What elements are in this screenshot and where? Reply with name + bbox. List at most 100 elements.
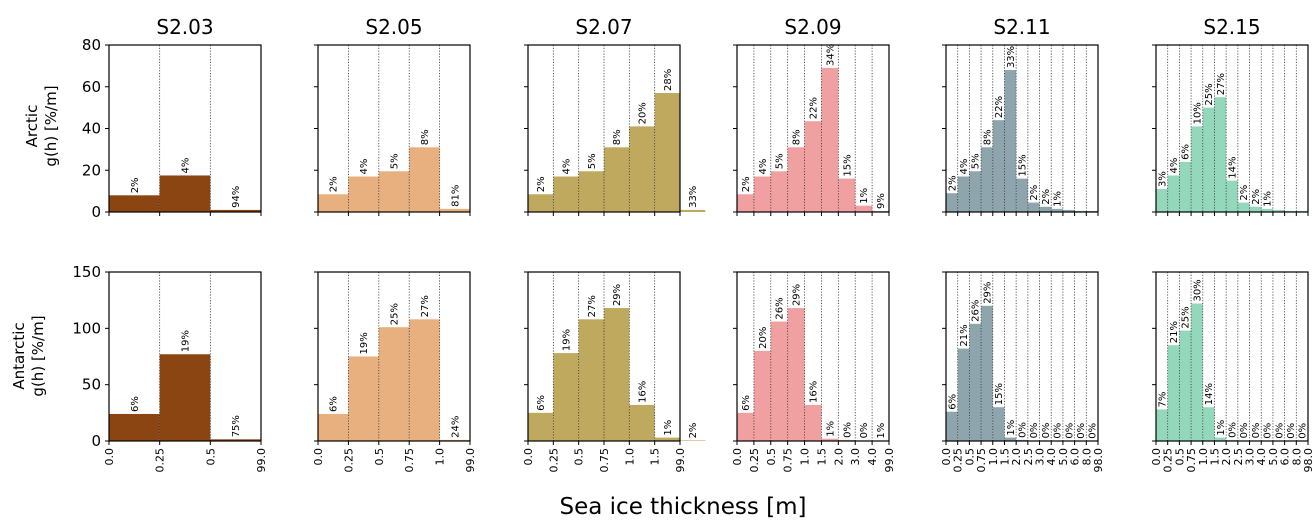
bar (1179, 330, 1192, 441)
x-axis-label: Sea ice thickness [m] (560, 494, 807, 520)
x-tick-label: 1.5 (815, 448, 828, 466)
bar-label: 5% (971, 153, 982, 169)
bar-label: 33% (688, 186, 699, 208)
x-tick-label: 0.0 (731, 448, 744, 466)
bar (737, 412, 754, 441)
panel-frame (317, 271, 471, 442)
panel-2: 2% 4% 5% 8% 20% 28% 33% S2.07 (524, 15, 706, 216)
panel-9: 6% 20% 26% 29% 16% 1% 0% 0% 1% 0.0 0.25 0.5 0.75 1.0 1… (731, 271, 896, 473)
bar-label: 29% (612, 284, 623, 306)
bar-label: 25% (1204, 83, 1215, 105)
bar-label: 7% (1157, 392, 1168, 408)
bar (348, 176, 379, 212)
bar-label: 1% (1006, 420, 1017, 436)
panel-frame (1155, 271, 1309, 442)
x-tick-label: 0.5 (373, 448, 386, 466)
panel-3: 2% 4% 5% 8% 22% 34% 15% 1% 9% S2.09 (733, 15, 890, 216)
bar-label: 26% (775, 297, 786, 319)
bar-label: 6% (130, 396, 141, 412)
x-tick-label: 0.75 (598, 448, 611, 473)
bar-label: 8% (612, 129, 623, 145)
bar-label: 8% (792, 129, 803, 145)
x-tick-label: 5.0 (1057, 448, 1070, 466)
bar-label: 19% (562, 329, 573, 351)
x-tick-label: 1.0 (987, 448, 1000, 466)
bar (855, 205, 873, 212)
bar (109, 195, 160, 212)
bar-label: 1% (1216, 420, 1227, 436)
bar-label: 24% (450, 416, 461, 438)
bar-label: 0% (1041, 423, 1052, 439)
bar (992, 120, 1005, 212)
panel-title: S2.07 (575, 15, 632, 39)
bar (1027, 202, 1040, 212)
bar-label: 4% (959, 159, 970, 175)
bar-label: 34% (825, 44, 836, 66)
bar-label: 4% (562, 159, 573, 175)
bar (1004, 70, 1017, 212)
row-label-antarctic-line1: Antarctic (10, 322, 28, 389)
bar (210, 439, 261, 441)
bar-label: 1% (825, 421, 836, 437)
bar (946, 411, 958, 441)
x-tick-label: 0.5 (573, 448, 586, 466)
panel-0: 2% 4% 94% 0 20 40 60 80 S2.03 (82, 15, 262, 221)
x-tick-label: 0.25 (342, 448, 355, 473)
bar-label: 22% (994, 96, 1005, 118)
x-tick-label: 0.0 (940, 448, 953, 466)
x-tick-label: 0.5 (963, 448, 976, 466)
bar-label: 4% (359, 159, 370, 175)
bar (737, 194, 754, 212)
bar-label: 21% (1169, 321, 1180, 343)
x-tick-label: 0.75 (1185, 448, 1198, 473)
bar-label: 27% (420, 295, 431, 317)
bar-label: 0% (1076, 423, 1087, 439)
bar (210, 209, 261, 212)
bar-label: 1% (876, 423, 887, 439)
x-tick-label: 8.0 (1290, 448, 1303, 466)
x-tick-label: 0.5 (765, 448, 778, 466)
y-tick-label: 40 (82, 120, 101, 138)
bar-label: 2% (1251, 189, 1262, 205)
bar (1167, 345, 1180, 441)
x-tick-label: 0.25 (154, 448, 167, 473)
bar (680, 440, 706, 441)
panel-7: 6% 19% 25% 27% 24% 0.0 0.25 0.5 0.75 1.0 99.0 (312, 271, 477, 473)
bar (409, 147, 440, 212)
bar-label: 33% (1006, 46, 1017, 68)
bar (553, 353, 579, 441)
x-tick-label: 6.0 (1069, 448, 1082, 466)
x-tick-label: 1.0 (623, 448, 636, 466)
bar-label: 2% (329, 176, 340, 192)
bar (1226, 180, 1238, 212)
panel-frame (736, 271, 890, 442)
x-tick-label: 2.0 (1220, 448, 1233, 466)
bar (1237, 202, 1250, 212)
x-tick-label: 0.0 (522, 448, 535, 466)
bar-label: 5% (775, 153, 786, 169)
bar-label: 28% (663, 69, 674, 91)
bar-label: 16% (809, 381, 820, 403)
row-label-arctic-line2: g(h) [%/m] (42, 85, 60, 166)
bar-label: 15% (994, 383, 1005, 405)
x-tick-label: 8.0 (1080, 448, 1093, 466)
x-tick-label: 2.5 (1022, 448, 1035, 466)
bar (159, 175, 211, 212)
x-tick-label: 1.5 (998, 448, 1011, 466)
bar-label: 0% (1029, 423, 1040, 439)
bar (629, 404, 655, 441)
bar (378, 171, 410, 212)
bar-label: 1% (1053, 191, 1064, 207)
bar-label: 14% (1228, 156, 1239, 178)
bar-label: 15% (1018, 154, 1029, 176)
x-tick-label: 2.0 (832, 448, 845, 466)
bar (981, 147, 993, 212)
x-tick-label: 4.0 (1045, 448, 1058, 466)
bar (821, 438, 839, 441)
bar-label: 81% (450, 185, 461, 207)
bar-label: 6% (741, 395, 752, 411)
bar (1202, 107, 1215, 212)
bar (1051, 208, 1063, 212)
bar-label: 2% (741, 176, 752, 192)
x-tick-label: 99.0 (255, 448, 268, 473)
